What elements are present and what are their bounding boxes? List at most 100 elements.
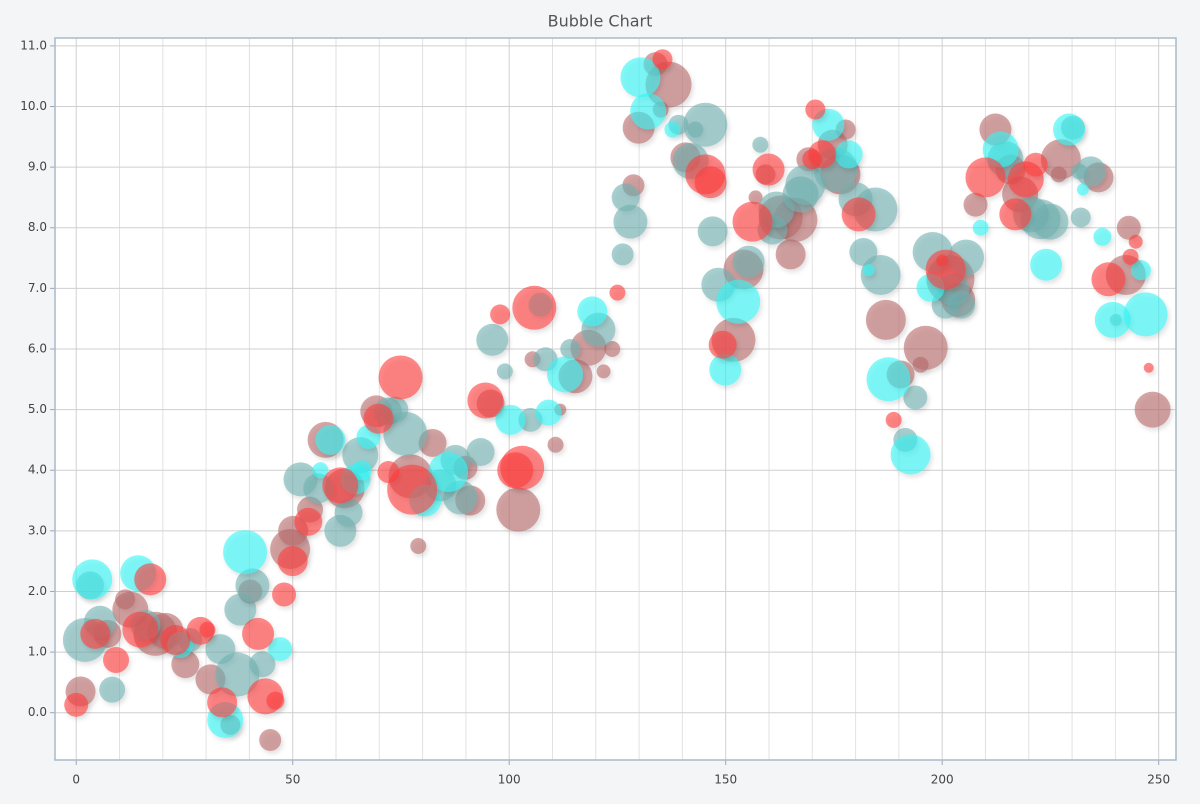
bubble xyxy=(862,264,875,277)
bubble xyxy=(1040,139,1081,180)
bubble xyxy=(315,424,346,455)
bubble xyxy=(1030,248,1063,281)
bubble xyxy=(611,243,634,266)
bubble xyxy=(476,323,509,356)
bubbles xyxy=(62,49,1171,751)
bubble xyxy=(865,299,906,340)
x-tick-label: 100 xyxy=(498,773,521,787)
bubble xyxy=(694,166,727,199)
bubble xyxy=(134,563,167,596)
bubble xyxy=(547,436,564,453)
y-tick-label: 9.0 xyxy=(28,160,47,174)
bubble xyxy=(752,136,769,153)
bubble xyxy=(72,559,113,600)
bubble xyxy=(1123,292,1168,337)
bubble xyxy=(683,102,728,147)
bubble xyxy=(410,538,427,555)
bubble xyxy=(266,691,285,710)
bubble xyxy=(664,121,681,138)
y-tick-label: 8.0 xyxy=(28,220,47,234)
bubble xyxy=(709,353,742,386)
bubble xyxy=(596,364,611,379)
bubble xyxy=(259,728,282,751)
bubble xyxy=(378,355,423,400)
y-tick-label: 1.0 xyxy=(28,645,47,659)
bubble xyxy=(249,651,276,678)
bubble xyxy=(1032,203,1069,240)
bubble xyxy=(697,216,728,247)
bubble xyxy=(708,330,737,359)
bubble xyxy=(890,434,931,475)
bubble xyxy=(963,192,988,217)
bubble xyxy=(834,140,863,169)
bubble xyxy=(495,404,526,435)
bubble xyxy=(972,219,989,236)
bubble xyxy=(1130,260,1151,281)
bubble xyxy=(294,507,323,536)
y-tick-label: 4.0 xyxy=(28,463,47,477)
bubble xyxy=(885,411,902,428)
bubble xyxy=(512,285,557,330)
bubble xyxy=(805,99,826,120)
bubble xyxy=(363,403,394,434)
bubble xyxy=(235,568,270,603)
bubble xyxy=(496,363,513,380)
bubble xyxy=(103,646,130,673)
bubble xyxy=(1076,183,1089,196)
bubble xyxy=(1070,207,1091,228)
bubble xyxy=(752,153,785,186)
bubble xyxy=(577,296,608,327)
bubble xyxy=(467,382,504,419)
y-tick-label: 3.0 xyxy=(28,523,47,537)
bubble xyxy=(609,284,626,301)
bubble xyxy=(947,290,976,319)
chart-title: Bubble Chart xyxy=(548,12,653,31)
bubble xyxy=(490,304,511,325)
x-tick-label: 0 xyxy=(72,773,80,787)
bubble xyxy=(1134,391,1171,428)
bubble xyxy=(925,249,966,290)
y-tick-label: 0.0 xyxy=(28,705,47,719)
bubble xyxy=(268,637,293,662)
bubble xyxy=(547,356,584,393)
bubble xyxy=(322,467,359,504)
bubble xyxy=(620,57,661,98)
bubble xyxy=(1053,113,1086,146)
bubble xyxy=(466,438,495,467)
bubble xyxy=(866,357,911,402)
bubble xyxy=(1075,156,1106,187)
bubble xyxy=(716,279,761,324)
bubble xyxy=(535,399,562,426)
bubble xyxy=(272,582,297,607)
bubble xyxy=(611,183,640,212)
bubble xyxy=(903,385,928,410)
x-tick-label: 250 xyxy=(1147,773,1170,787)
y-tick-label: 6.0 xyxy=(28,341,47,355)
bubble xyxy=(80,618,111,649)
bubble xyxy=(1128,234,1143,249)
bubble xyxy=(775,239,806,270)
bubble xyxy=(215,652,260,697)
bubble xyxy=(1116,215,1141,240)
plot-border xyxy=(54,37,1177,761)
bubble xyxy=(1143,362,1154,373)
bubble xyxy=(903,325,948,370)
bubble xyxy=(122,611,159,648)
bubble xyxy=(277,546,308,577)
bubble xyxy=(387,464,438,515)
bubble xyxy=(748,190,763,205)
bubble xyxy=(242,617,275,650)
y-tick-label: 10.0 xyxy=(20,99,47,113)
x-tick-label: 200 xyxy=(931,773,954,787)
bubble xyxy=(99,676,126,703)
x-tick-label: 150 xyxy=(714,773,737,787)
bubble xyxy=(560,338,581,359)
bubble xyxy=(965,157,1006,198)
bubble xyxy=(334,498,363,527)
bubble xyxy=(1091,262,1126,297)
bubble xyxy=(841,197,876,232)
bubble xyxy=(207,687,238,718)
bubble xyxy=(732,245,765,278)
